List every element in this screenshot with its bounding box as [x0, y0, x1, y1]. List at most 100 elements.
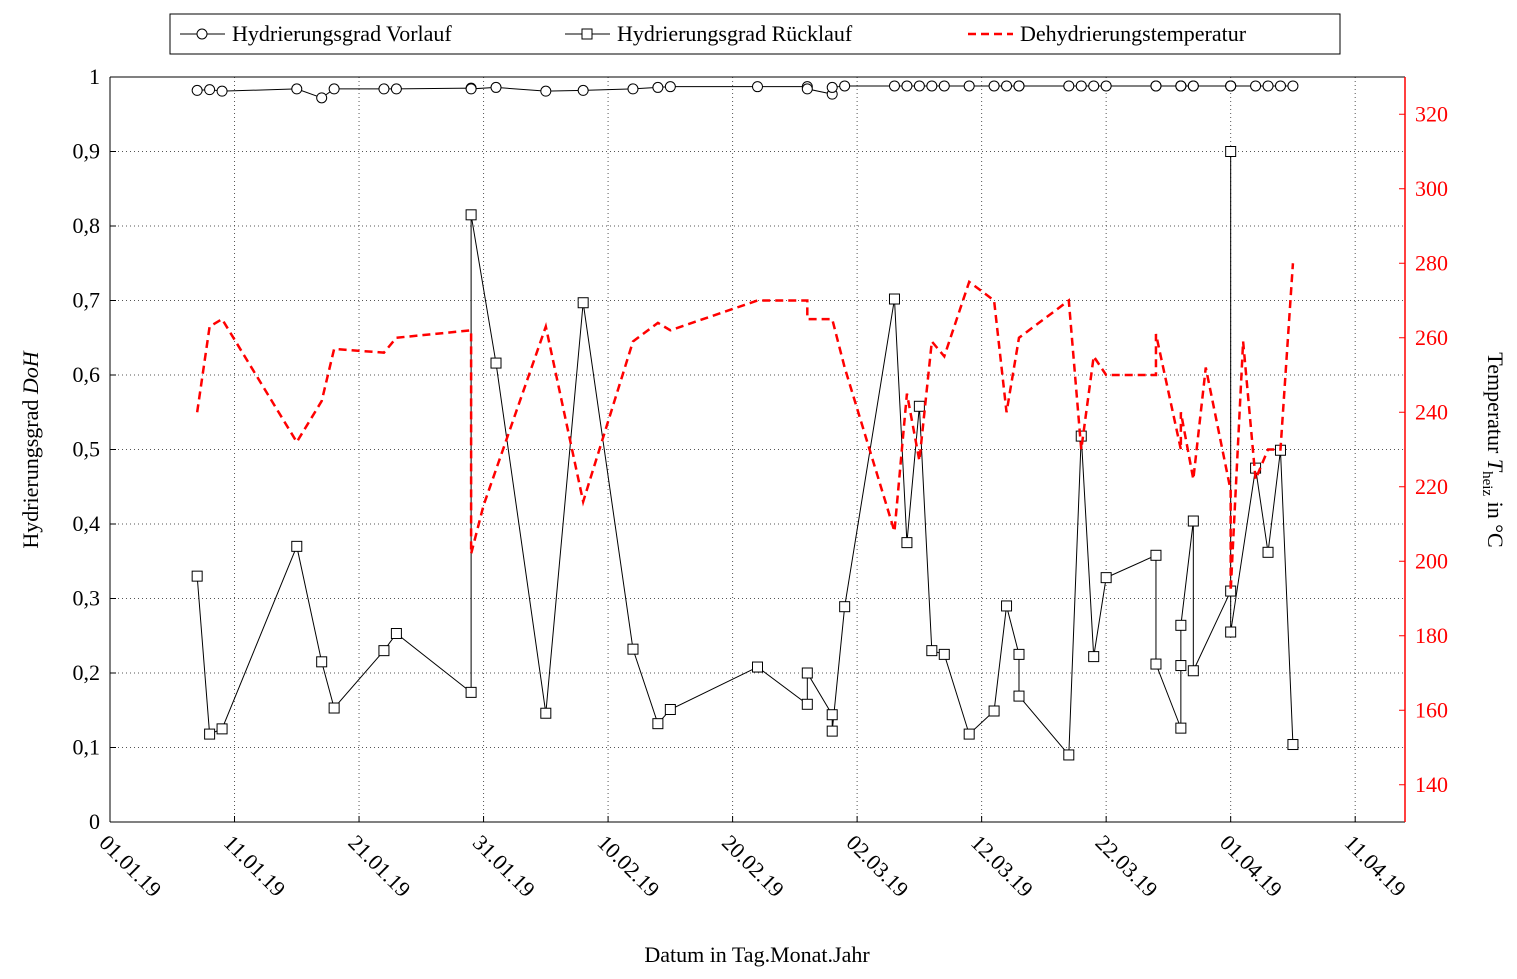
point — [926, 80, 938, 92]
point — [291, 540, 303, 552]
point — [888, 80, 900, 92]
legend-marker — [196, 28, 208, 40]
legend-label: Hydrierungsgrad Rücklauf — [617, 21, 853, 46]
point — [652, 81, 664, 93]
point — [378, 83, 390, 95]
x-tick-label: 10.02.19 — [593, 830, 665, 902]
y2-label-part: T — [1483, 459, 1508, 473]
y-tick-label: 0,5 — [73, 437, 101, 462]
point — [291, 83, 303, 95]
point — [1225, 626, 1237, 638]
y-tick-label: 0,1 — [73, 735, 101, 760]
point — [1001, 600, 1013, 612]
point — [1175, 619, 1187, 631]
x-tick-label: 11.01.19 — [219, 830, 291, 902]
series-line — [196, 151, 1294, 757]
point — [901, 80, 913, 92]
point — [1063, 80, 1075, 92]
point — [1274, 80, 1286, 92]
x-tick-label: 20.02.19 — [717, 830, 789, 902]
point — [801, 698, 813, 710]
legend-marker — [581, 28, 593, 40]
series-line — [195, 263, 1295, 592]
point — [378, 645, 390, 657]
point — [1150, 549, 1162, 561]
x-tick-label: 21.01.19 — [344, 830, 416, 902]
point — [216, 85, 228, 97]
x-tick-label: 12.03.19 — [966, 830, 1038, 902]
point — [328, 83, 340, 95]
point — [1187, 515, 1199, 527]
point — [627, 83, 639, 95]
point — [926, 645, 938, 657]
y-label-part: Hydrierungsgrad — [18, 394, 43, 549]
point — [801, 667, 813, 679]
y-axis-label: Hydrierungsgrad DoH — [18, 350, 43, 548]
y2-label-part: heiz — [1479, 471, 1495, 496]
point — [1225, 80, 1237, 92]
y2-label-part: Temperatur — [1483, 352, 1508, 459]
point — [328, 702, 340, 714]
point — [1175, 660, 1187, 672]
point — [1088, 651, 1100, 663]
point — [316, 92, 328, 104]
point — [627, 643, 639, 655]
point — [1175, 80, 1187, 92]
point — [1225, 146, 1237, 157]
point — [938, 80, 950, 92]
point — [1013, 690, 1025, 702]
point — [826, 81, 838, 93]
point — [204, 84, 216, 96]
y-tick-label: 1 — [89, 64, 100, 89]
point — [1088, 80, 1100, 92]
point — [191, 84, 203, 96]
y-tick-label: 0,4 — [73, 511, 101, 536]
point — [216, 723, 228, 735]
point — [465, 686, 477, 698]
point — [1150, 658, 1162, 670]
point — [465, 209, 477, 221]
point — [1250, 80, 1262, 92]
point — [390, 628, 402, 640]
point — [752, 661, 763, 673]
point — [540, 707, 552, 719]
x-tick-label: 02.03.19 — [842, 830, 914, 902]
y-tick-label: 0,9 — [73, 139, 101, 164]
point — [1262, 80, 1274, 92]
point — [490, 81, 502, 93]
y2-tick-label: 260 — [1415, 325, 1448, 350]
x-tick-label: 31.01.19 — [468, 830, 540, 902]
y2-tick-label: 220 — [1415, 474, 1448, 499]
series-line — [197, 85, 1293, 99]
point — [1287, 80, 1299, 92]
point — [801, 83, 813, 95]
point — [191, 570, 203, 582]
point — [577, 297, 589, 309]
point — [1175, 722, 1187, 734]
y2-tick-label: 240 — [1415, 399, 1448, 424]
y2-axis-label: Temperatur Theiz in °C — [1479, 352, 1508, 547]
point — [1100, 572, 1112, 584]
y-tick-label: 0,2 — [73, 660, 101, 685]
point — [1262, 546, 1274, 558]
y-tick-label: 0,8 — [73, 213, 101, 238]
point — [1287, 739, 1299, 751]
x-tick-label: 11.04.19 — [1340, 830, 1412, 902]
point — [1001, 80, 1013, 92]
x-axis-label: Datum in Tag.Monat.Jahr — [644, 942, 870, 967]
point — [1075, 80, 1087, 92]
x-tick-label: 01.01.19 — [94, 830, 166, 902]
point — [839, 80, 851, 92]
y2-tick-label: 160 — [1415, 697, 1448, 722]
y-tick-label: 0,6 — [73, 362, 101, 387]
point — [490, 357, 502, 369]
point — [826, 709, 838, 721]
point — [839, 601, 851, 613]
point — [888, 293, 900, 305]
y2-tick-label: 320 — [1415, 101, 1448, 126]
y-tick-label: 0 — [89, 809, 100, 834]
point — [1187, 80, 1199, 92]
y-tick-label: 0,3 — [73, 586, 101, 611]
point — [1100, 80, 1112, 92]
